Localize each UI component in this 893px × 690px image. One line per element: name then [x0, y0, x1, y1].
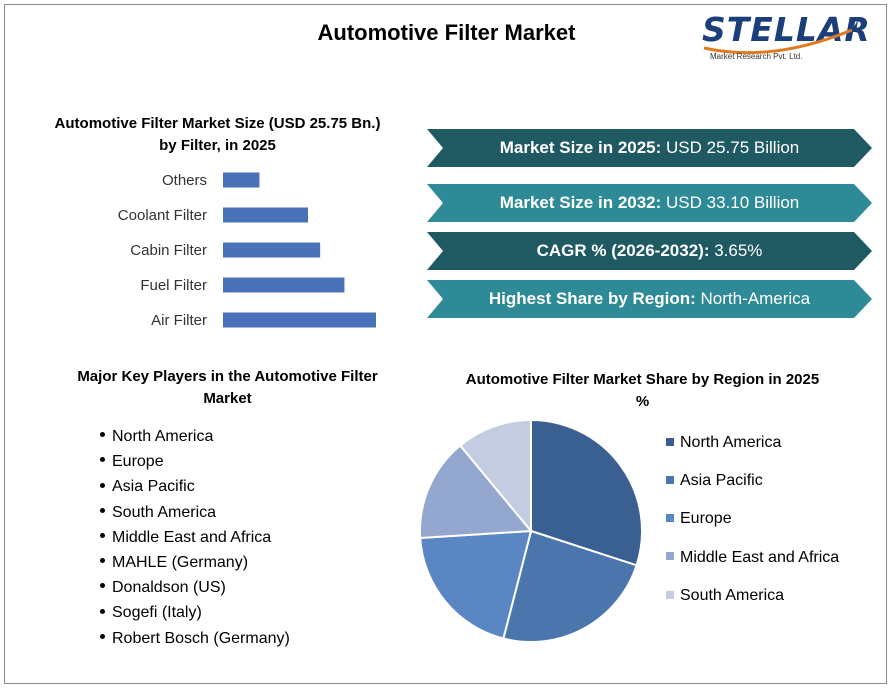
key-player-label: Europe — [112, 453, 164, 471]
legend-item: Europe — [666, 508, 839, 546]
key-player-item: Donaldson (US) — [100, 575, 290, 600]
logo-swoosh-icon — [703, 20, 858, 55]
banner-value: 3.65% — [709, 241, 763, 260]
banner-highest-share: Highest Share by Region: North-America — [427, 280, 872, 318]
key-player-label: Middle East and Africa — [112, 528, 272, 546]
legend-item: South America — [666, 585, 839, 623]
banner-cagr: CAGR % (2026-2032): 3.65% — [427, 232, 872, 270]
company-logo: STELLAR Market Research Pvt. Ltd. — [702, 8, 872, 68]
outer-frame — [4, 4, 887, 684]
bar — [223, 312, 376, 328]
key-players-title: Major Key Players in the Automotive Filt… — [77, 368, 378, 407]
legend-label: Europe — [680, 510, 732, 528]
banner-shape — [427, 280, 872, 318]
logo-tagline: Market Research Pvt. Ltd. — [710, 52, 803, 61]
key-player-item: Europe — [100, 449, 290, 474]
pie-slice — [458, 418, 532, 534]
banner-shape — [427, 184, 872, 222]
pie-chart — [419, 418, 643, 643]
key-player-item: MAHLE (Germany) — [100, 550, 290, 575]
key-player-label: North America — [112, 428, 214, 445]
bar-category-label: Air Filter — [151, 312, 207, 329]
bullet-icon — [100, 608, 105, 614]
bar-category-label: Others — [162, 172, 207, 189]
key-player-item: North America — [100, 424, 290, 449]
key-player-label: Sogefi (Italy) — [112, 604, 202, 622]
banner-value: North-America — [695, 289, 811, 308]
banner-shape — [427, 129, 872, 167]
pie-slice — [530, 418, 643, 567]
bar-chart: Others Coolant Filter Cabin Filter Fuel Fil… — [118, 172, 376, 329]
banner-shape — [427, 232, 872, 270]
banner-value: USD 33.10 Billion — [661, 193, 800, 212]
key-players-list: North America Europe Asia Pacific South Ame… — [100, 424, 290, 651]
bar-category-label: Fuel Filter — [140, 277, 207, 294]
pie-slice — [502, 529, 638, 643]
bullet-icon — [100, 457, 105, 463]
banner-label: Market Size in 2032: — [499, 193, 662, 212]
bar — [223, 172, 260, 188]
legend-label: South America — [680, 586, 785, 604]
banner-market-size-2032: Market Size in 2032: USD 33.10 Billion — [427, 184, 872, 222]
banner-label: CAGR % (2026-2032): — [536, 241, 710, 260]
legend-swatch-icon — [666, 514, 674, 523]
bar — [223, 277, 345, 293]
bar — [223, 242, 321, 258]
key-player-label: Robert Bosch (Germany) — [112, 629, 290, 647]
pie-slice — [419, 444, 534, 540]
key-player-label: South America — [112, 503, 217, 521]
legend-swatch-icon — [666, 437, 674, 446]
legend-item: Asia Pacific — [666, 470, 839, 508]
banner-label: Market Size in 2025: — [499, 138, 662, 157]
bullet-icon — [100, 432, 105, 438]
key-player-label: Donaldson (US) — [112, 579, 226, 597]
logo-name: STELLAR — [702, 10, 871, 49]
banner-label: Highest Share by Region: — [488, 289, 696, 308]
pie-legend: North America Asia Pacific Europe Middle Ea… — [666, 432, 839, 623]
key-player-label: Asia Pacific — [112, 478, 195, 496]
key-player-item: Asia Pacific — [100, 474, 290, 499]
legend-swatch-icon — [666, 590, 674, 599]
page-title: Automotive Filter Market — [317, 20, 576, 45]
legend-item: North America — [666, 432, 839, 470]
legend-label: Asia Pacific — [680, 472, 763, 490]
bar-chart-title: Automotive Filter Market Size (USD 25.75… — [54, 115, 381, 154]
bar-category-label: Coolant Filter — [118, 207, 207, 224]
banner-market-size-2025: Market Size in 2025: USD 25.75 Billion — [427, 129, 872, 167]
legend-label: North America — [680, 434, 782, 451]
bullet-icon — [100, 533, 105, 539]
key-player-item: Middle East and Africa — [100, 525, 290, 550]
key-player-label: MAHLE (Germany) — [112, 553, 249, 571]
bullet-icon — [100, 558, 105, 564]
bullet-icon — [100, 583, 105, 589]
pie-slice — [419, 529, 533, 640]
pie-chart-title: Automotive Filter Market Share by Region… — [465, 371, 820, 410]
key-player-item: Robert Bosch (Germany) — [100, 626, 290, 651]
legend-label: Middle East and Africa — [680, 548, 840, 566]
key-player-item: South America — [100, 500, 290, 525]
legend-swatch-icon — [666, 475, 674, 484]
legend-swatch-icon — [666, 552, 674, 561]
key-player-item: Sogefi (Italy) — [100, 600, 290, 625]
bullet-icon — [100, 633, 105, 639]
bar-category-label: Cabin Filter — [130, 242, 207, 259]
bullet-icon — [100, 507, 105, 513]
banner-value: USD 25.75 Billion — [661, 138, 800, 157]
legend-item: Middle East and Africa — [666, 547, 839, 585]
bar — [223, 207, 308, 223]
bullet-icon — [100, 482, 105, 488]
